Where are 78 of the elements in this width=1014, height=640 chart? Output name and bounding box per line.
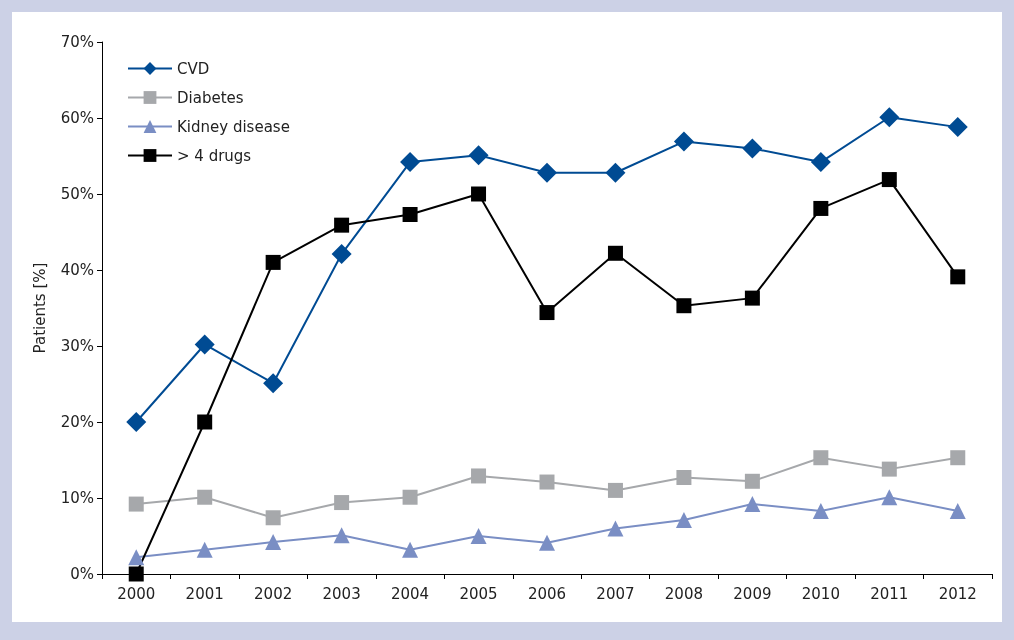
- point: [331, 244, 352, 265]
- point: [265, 510, 281, 526]
- point: [607, 245, 623, 261]
- x-tick-label: 2009: [733, 584, 772, 603]
- point: [263, 373, 284, 394]
- point: [402, 489, 418, 505]
- point: [881, 461, 897, 477]
- point: [676, 298, 692, 314]
- point: [742, 138, 763, 159]
- y-tick-label: 70%: [60, 33, 94, 51]
- y-tick-label: 30%: [60, 337, 94, 355]
- point: [810, 152, 831, 173]
- point: [402, 541, 419, 558]
- x-tick-label: 2010: [801, 584, 840, 603]
- point: [607, 482, 623, 498]
- point: [607, 520, 624, 537]
- point: [400, 152, 421, 173]
- x-tick-label: 2011: [870, 584, 909, 603]
- point: [949, 502, 966, 519]
- point: [812, 502, 829, 519]
- point: [194, 334, 215, 355]
- x-tick-label: 2012: [938, 584, 977, 603]
- x-tick-label: 2006: [527, 584, 567, 603]
- point: [879, 107, 900, 128]
- point: [126, 412, 147, 432]
- point: [128, 549, 145, 566]
- y-tick-label: 0%: [70, 565, 94, 583]
- point: [334, 217, 350, 233]
- point: [334, 495, 350, 511]
- point: [673, 131, 694, 152]
- point: [197, 414, 213, 430]
- point: [128, 566, 144, 582]
- y-tick-label: 60%: [60, 109, 94, 127]
- y-tick-label: 50%: [60, 185, 94, 203]
- point: [539, 474, 555, 490]
- legend-label: Diabetes: [177, 88, 244, 107]
- legend-label: Kidney disease: [177, 117, 290, 136]
- x-tick-label: 2003: [322, 584, 361, 603]
- point: [196, 541, 213, 558]
- point: [744, 496, 761, 513]
- y-tick-label: 40%: [60, 261, 94, 279]
- x-tick-label: 2004: [390, 584, 430, 603]
- point: [881, 489, 898, 506]
- x-tick-label: 2008: [664, 584, 704, 603]
- point: [128, 496, 144, 512]
- x-tick-label: 2007: [596, 584, 635, 603]
- point: [471, 186, 487, 202]
- x-tick-label: 2001: [185, 584, 224, 603]
- point: [881, 172, 897, 188]
- point: [676, 469, 692, 485]
- point: [539, 305, 555, 321]
- point: [470, 528, 487, 544]
- y-tick-label: 10%: [60, 489, 94, 507]
- point: [265, 254, 281, 270]
- point: [539, 534, 555, 551]
- x-tick-label: 2005: [459, 584, 498, 603]
- point: [675, 512, 692, 529]
- point: [813, 200, 829, 216]
- point: [605, 162, 626, 183]
- point: [537, 162, 557, 183]
- point: [333, 527, 350, 544]
- x-tick-label: 2002: [254, 584, 293, 603]
- point: [402, 207, 418, 223]
- legend-label: > 4 drugs: [177, 146, 252, 165]
- x-tick-label: 2000: [117, 584, 156, 603]
- point: [468, 145, 489, 166]
- legend-label: CVD: [177, 59, 210, 78]
- point: [950, 450, 966, 466]
- point: [947, 117, 968, 138]
- point: [265, 534, 282, 551]
- point: [197, 489, 213, 505]
- point: [950, 269, 966, 285]
- y-tick-label: 20%: [60, 413, 94, 431]
- y-axis-title: Patients [%]: [30, 262, 49, 354]
- point: [744, 473, 760, 489]
- point: [744, 290, 760, 306]
- point: [471, 468, 487, 484]
- point: [813, 450, 829, 466]
